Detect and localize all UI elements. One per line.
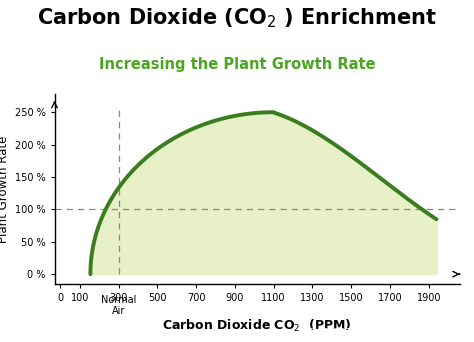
Text: ID 273377796 © Peter Hermes Furian: ID 273377796 © Peter Hermes Furian bbox=[306, 328, 465, 337]
Text: Increasing the Plant Growth Rate: Increasing the Plant Growth Rate bbox=[99, 56, 375, 71]
Text: Normal
Air: Normal Air bbox=[101, 295, 136, 316]
Text: Carbon Dioxide (CO$_2$ ) Enrichment: Carbon Dioxide (CO$_2$ ) Enrichment bbox=[37, 6, 437, 30]
Text: Carbon Dioxide CO$_2$  (PPM): Carbon Dioxide CO$_2$ (PPM) bbox=[162, 318, 352, 334]
Text: dreamstime.com: dreamstime.com bbox=[9, 328, 85, 337]
Y-axis label: Plant Growth Rate: Plant Growth Rate bbox=[0, 135, 10, 242]
